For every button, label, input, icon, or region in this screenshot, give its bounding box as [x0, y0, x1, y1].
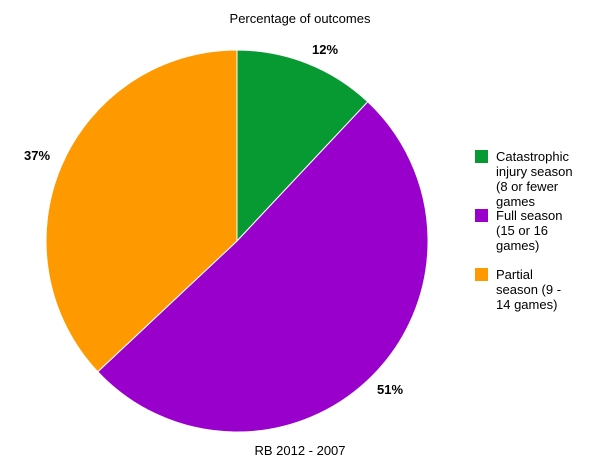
legend-swatch-1: [475, 150, 488, 163]
pie-slices: [45, 49, 429, 433]
legend-item-3: Partial season (9 -14 games): [475, 267, 561, 312]
chart-title: Percentage of outcomes: [230, 11, 371, 26]
pie-slice-3: [45, 49, 238, 373]
pie-slice-labels: 12% 51% 37%: [24, 42, 403, 397]
legend-item-1: Catastrophic injury season (8 or fewer game…: [475, 149, 573, 209]
slice-value-label-1: 12%: [312, 42, 338, 57]
legend-swatch-3: [475, 268, 488, 281]
slice-value-label-3: 37%: [24, 148, 50, 163]
pie-slice-1: [236, 49, 369, 243]
legend-label-2: Full season (15 or 16 games): [496, 208, 562, 253]
legend-label-3: Partial season (9 -14 games): [496, 267, 561, 312]
slice-value-label-2: 51%: [377, 382, 403, 397]
legend: Catastrophic injury season (8 or fewer game…: [475, 149, 573, 312]
legend-label-1: Catastrophic injury season (8 or fewer game…: [496, 149, 573, 209]
x-axis-label: RB 2012 - 2007: [254, 443, 345, 458]
legend-item-2: Full season (15 or 16 games): [475, 208, 562, 253]
pie-slice-2: [97, 101, 429, 433]
legend-swatch-2: [475, 209, 488, 222]
